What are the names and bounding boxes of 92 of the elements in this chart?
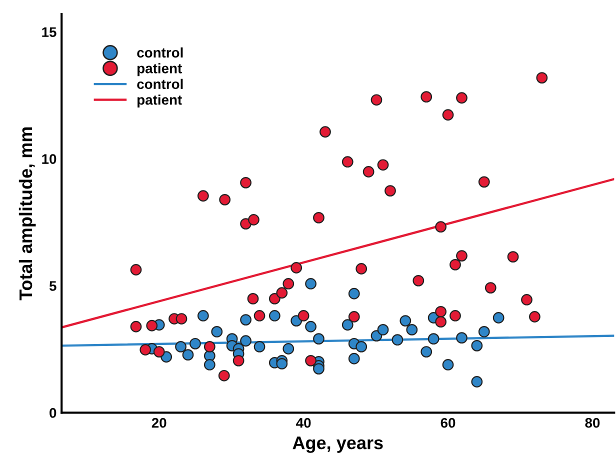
x-tick-label: 80 bbox=[585, 418, 600, 428]
point bbox=[420, 346, 432, 358]
legend-label: patient bbox=[138, 63, 182, 76]
point bbox=[211, 326, 223, 338]
point bbox=[507, 251, 519, 263]
point bbox=[471, 340, 483, 352]
point bbox=[456, 332, 468, 344]
point bbox=[348, 311, 360, 322]
point bbox=[313, 212, 324, 224]
point bbox=[130, 320, 142, 332]
point bbox=[435, 306, 447, 318]
point bbox=[175, 340, 186, 352]
point bbox=[247, 293, 259, 304]
y-tick-label: 10 bbox=[42, 154, 56, 164]
point bbox=[536, 72, 548, 84]
point bbox=[290, 262, 302, 274]
point bbox=[492, 312, 504, 324]
point bbox=[442, 359, 454, 370]
point bbox=[420, 91, 432, 103]
point bbox=[478, 176, 490, 188]
point bbox=[356, 340, 368, 352]
legend-label: control bbox=[137, 47, 183, 58]
point bbox=[471, 376, 483, 388]
point bbox=[190, 338, 201, 350]
point bbox=[392, 334, 404, 346]
point bbox=[412, 274, 424, 286]
y-tick-label: 0 bbox=[50, 408, 56, 418]
point bbox=[146, 320, 158, 332]
point bbox=[248, 214, 260, 226]
y-tick-label: 5 bbox=[49, 281, 56, 291]
point bbox=[240, 314, 252, 326]
point bbox=[268, 293, 280, 304]
y-tick-label: 15 bbox=[42, 27, 56, 38]
point bbox=[305, 320, 316, 332]
point bbox=[400, 315, 412, 327]
point bbox=[305, 354, 316, 366]
point bbox=[197, 310, 209, 322]
point bbox=[342, 319, 354, 331]
point bbox=[384, 185, 396, 196]
point bbox=[219, 194, 231, 206]
point bbox=[232, 354, 244, 366]
point bbox=[435, 221, 447, 233]
x-tick-label: 40 bbox=[296, 418, 311, 428]
point bbox=[320, 126, 331, 138]
legend-label: control bbox=[137, 78, 183, 90]
point bbox=[456, 250, 468, 262]
point bbox=[348, 352, 360, 364]
point bbox=[282, 343, 294, 354]
point bbox=[240, 335, 252, 347]
point bbox=[254, 340, 266, 352]
point bbox=[153, 346, 165, 358]
x-axis-title: Age, years bbox=[292, 436, 383, 453]
point bbox=[305, 278, 316, 290]
point bbox=[528, 311, 540, 322]
point bbox=[356, 263, 368, 274]
point bbox=[204, 340, 216, 352]
point bbox=[140, 344, 152, 356]
point bbox=[176, 313, 188, 324]
x-tick-label: 60 bbox=[440, 418, 456, 428]
point bbox=[276, 358, 288, 370]
point bbox=[197, 190, 209, 202]
point bbox=[370, 94, 382, 106]
point bbox=[204, 359, 216, 370]
point bbox=[348, 288, 360, 300]
point bbox=[282, 278, 294, 290]
point bbox=[182, 349, 194, 361]
point bbox=[450, 310, 461, 322]
point bbox=[342, 156, 354, 168]
point bbox=[478, 326, 490, 338]
point bbox=[240, 176, 252, 188]
point bbox=[218, 370, 230, 382]
point bbox=[456, 92, 468, 104]
point bbox=[130, 264, 142, 276]
legend-label: patient bbox=[138, 94, 182, 108]
point bbox=[313, 363, 324, 374]
x-tick-label: 20 bbox=[152, 418, 166, 428]
point bbox=[406, 324, 418, 336]
point bbox=[254, 310, 266, 322]
point bbox=[521, 294, 532, 306]
point bbox=[268, 310, 280, 322]
point bbox=[442, 109, 454, 121]
point bbox=[362, 166, 374, 178]
point bbox=[276, 287, 288, 299]
point bbox=[428, 333, 440, 345]
point bbox=[450, 258, 461, 270]
point bbox=[377, 159, 389, 171]
y-axis-title: Total amplitude, mm bbox=[18, 127, 36, 300]
point bbox=[435, 316, 447, 328]
point bbox=[313, 333, 324, 345]
point bbox=[298, 310, 310, 322]
point bbox=[484, 282, 496, 294]
point bbox=[377, 324, 389, 336]
